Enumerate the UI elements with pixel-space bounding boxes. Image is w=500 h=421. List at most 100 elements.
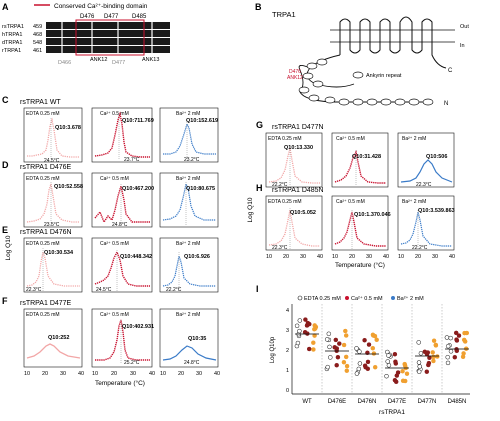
subplot-edta: EDTA 0.25 mM Q10:3.678 24.5°C <box>23 107 83 164</box>
scatter-point <box>445 354 450 360</box>
panel-title: rsTRPA1 D476N <box>20 229 72 236</box>
scatter-point <box>370 345 376 351</box>
trace <box>27 117 80 158</box>
scatter-point <box>392 377 398 383</box>
scatter-point <box>337 341 342 346</box>
scatter-point <box>461 351 466 356</box>
scatter-point <box>341 359 347 365</box>
scatter-point <box>445 343 451 349</box>
x-tick: 10 <box>160 371 166 377</box>
panel-i: I EDTA 0.25 mM Ca²⁺ 0.5 mM Ba²⁺ 2 mM Log… <box>256 284 470 416</box>
alignment-sequence <box>46 30 170 37</box>
subplot-edta: EDTA 0.25 mM Q10:13.330 22.2°C <box>265 132 323 188</box>
condition-label: Ca²⁺ 0.5 mM <box>100 111 129 117</box>
y-tick: 1 <box>286 368 289 374</box>
q10-value: Q10:6.926 <box>184 254 210 260</box>
condition-label: Ba²⁺ 2 mM <box>176 241 200 247</box>
x-axis-label-h: Temperature (°C) <box>335 261 385 269</box>
panel-title: rsTRPA1 D477E <box>20 300 72 307</box>
x-tick: 10 <box>332 254 338 260</box>
group-separators <box>321 304 443 394</box>
trace <box>26 183 80 223</box>
scatter-point <box>312 326 317 332</box>
x-tick: 30 <box>300 254 306 260</box>
subplot-frame <box>331 132 389 188</box>
i-group-labels: WT D476E D476N D477E D477N D485N <box>302 399 466 405</box>
scatter-point <box>326 331 332 337</box>
panel-title: rsTRPA1 D477N <box>272 124 324 131</box>
scatter-point <box>334 362 339 368</box>
condition-label: Ca²⁺ 0.5 mM <box>336 199 365 205</box>
group-label-d477n: D477N <box>418 399 437 405</box>
subplot-ca: Ca²⁺ 0.5 mM Q10:402.931 25.2°C <box>91 308 154 368</box>
x-tick: 40 <box>383 254 389 260</box>
subplot-ca: Ca²⁺ 0.5 mM Q10:31.428 <box>331 132 389 188</box>
x-tick: 30 <box>60 371 66 377</box>
subplot-frame <box>23 107 83 163</box>
temp-value: 22.2°C <box>412 245 428 251</box>
scatter-point <box>431 358 436 364</box>
scatter-point <box>464 330 470 336</box>
scatter-point <box>430 350 435 355</box>
scatter-point <box>343 333 349 338</box>
scatter-point <box>392 351 398 357</box>
scatter-point <box>334 346 340 351</box>
trace <box>162 345 217 361</box>
x-tick: 20 <box>42 371 48 377</box>
trace <box>162 182 216 221</box>
scatter-point <box>444 335 450 340</box>
group-label-d476e: D476E <box>328 399 346 405</box>
scatter-point <box>393 359 398 364</box>
temp-value: 24.8°C <box>184 360 200 366</box>
scatter-point <box>448 349 454 354</box>
group-label-d476n: D476N <box>358 399 377 405</box>
scatter-point <box>404 371 410 376</box>
scatter-point <box>386 363 392 368</box>
trace <box>400 159 453 183</box>
subplot-frame <box>159 172 219 228</box>
i-xlabel: rsTRPA1 <box>379 409 405 416</box>
label-domain-ank12: ANK12 <box>287 75 303 81</box>
condition-label: EDTA 0.25 mM <box>26 241 60 247</box>
x-tick: 40 <box>149 371 155 377</box>
scatter-points <box>294 317 470 385</box>
subplot-frame <box>397 195 455 251</box>
scatter-point <box>306 346 312 352</box>
panel-b-title: TRPA1 <box>272 10 296 19</box>
q10-value: Q10:5.052 <box>290 210 316 216</box>
x-tick: 20 <box>178 371 184 377</box>
legend-swatch-ca <box>345 296 349 300</box>
scatter-point <box>303 317 308 322</box>
x-tick: 10 <box>398 254 404 260</box>
y-tick: 4 <box>286 308 289 314</box>
label-d477-bottom: D477 <box>112 60 125 66</box>
label-ank13: ANK13 <box>142 57 159 63</box>
alignment-row: hTRPA1 468 <box>2 30 170 38</box>
trace <box>163 122 216 155</box>
species-name: rTRPA1 <box>2 48 21 54</box>
shared-ylabel-gh: Log Q10 <box>247 197 254 222</box>
scatter-point <box>357 349 362 354</box>
scatter-point <box>311 347 316 352</box>
label-d476: D476 <box>80 14 95 20</box>
scatter-point <box>324 337 330 342</box>
scatter-point <box>431 354 436 360</box>
species-start: 459 <box>33 24 42 30</box>
x-tick: 20 <box>283 254 289 260</box>
condition-label: EDTA 0.25 mM <box>268 136 302 142</box>
scatter-point <box>362 337 367 343</box>
scatter-point <box>357 361 363 366</box>
group-label-d485n: D485N <box>448 399 467 405</box>
alignment-row: rTRPA1 461 <box>2 46 170 54</box>
scatter-point <box>333 337 339 343</box>
temp-value: 23.5°C <box>44 222 60 228</box>
trace <box>400 211 452 247</box>
panel-g: G rsTRPA1 D477N EDTA 0.25 mM Q10:13.330 … <box>256 120 455 188</box>
scatter-point <box>456 333 462 338</box>
panel-a-legend-text: Conserved Ca²⁺-binding domain <box>54 3 148 10</box>
temp-value: 22.3°C <box>26 287 42 293</box>
scatter-point <box>366 342 372 347</box>
panel-f: F rsTRPA1 D477E EDTA 0.25 mM Q10:252 Ca²… <box>2 296 220 387</box>
x-tick: 10 <box>266 254 272 260</box>
legend-swatch-ba <box>391 296 395 300</box>
